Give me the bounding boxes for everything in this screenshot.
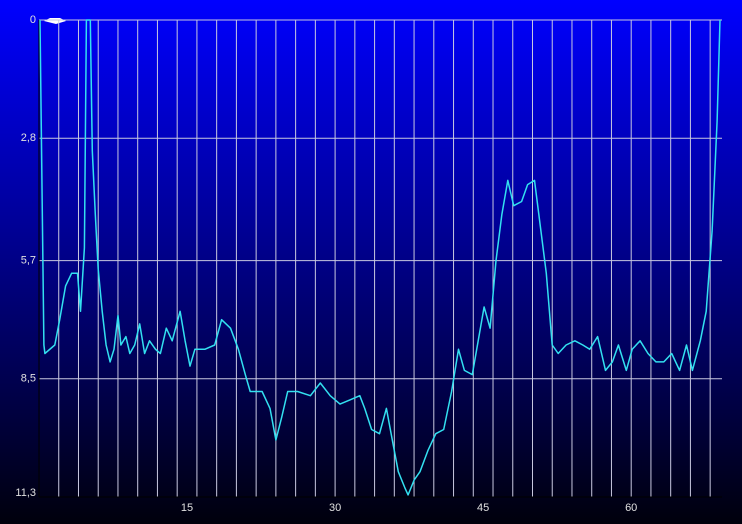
y-tick-label: 5,7 [21,255,36,267]
y-tick-label: 11,3 [15,487,36,499]
profile-line [39,19,721,496]
x-tick-label: 30 [329,502,341,514]
y-tick-label: 8,5 [21,373,36,385]
x-tick-label: 15 [181,502,193,514]
x-tick-label: 45 [477,502,489,514]
y-tick-label: 0 [30,14,36,26]
y-tick-label: 2,8 [21,132,36,144]
x-tick-label: 60 [625,502,637,514]
